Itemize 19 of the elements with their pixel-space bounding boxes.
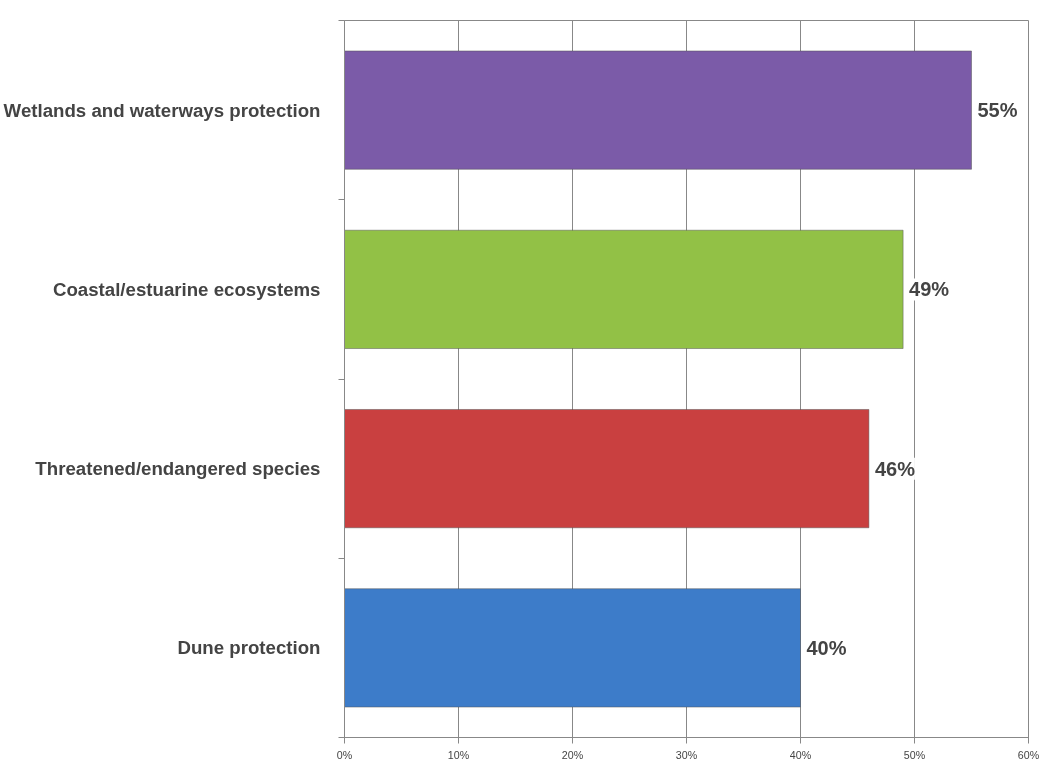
x-tick-label: 10%: [447, 748, 470, 761]
bar: [344, 409, 870, 529]
bar: [344, 50, 972, 170]
x-tick-label: 60%: [1017, 748, 1040, 761]
y-tick-label: Wetlands and waterways protection: [3, 99, 321, 121]
x-tick-label: 40%: [789, 748, 812, 761]
y-tick-label: Threatened/endangered species: [35, 458, 321, 480]
y-tick-label: Dune protection: [177, 637, 321, 659]
data-label: 46%: [874, 457, 916, 480]
bar: [344, 229, 904, 349]
data-label: 40%: [806, 636, 847, 659]
x-tick-label: 0%: [336, 748, 353, 761]
bar: [344, 588, 801, 708]
data-label: 49%: [909, 278, 950, 301]
y-tick-label: Coastal/estuarine ecosystems: [52, 278, 321, 300]
x-tick-label: 20%: [561, 748, 584, 761]
x-tick-label: 30%: [675, 748, 698, 761]
x-tick-label: 50%: [903, 748, 926, 761]
data-label: 55%: [977, 99, 1018, 122]
